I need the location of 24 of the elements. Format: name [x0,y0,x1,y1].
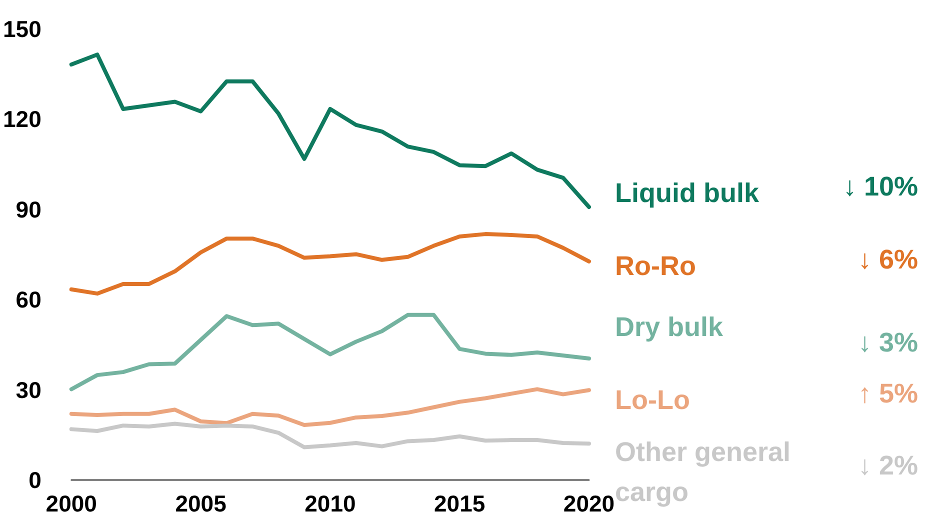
line-series [69,422,591,450]
series-label: Ro-Ro [615,251,696,281]
y-tick-label: 90 [16,196,42,222]
line-series [69,52,591,209]
y-tick-label: 60 [16,286,42,313]
line-series [69,387,591,427]
series-label: Lo-Lo [615,385,690,415]
x-tick-label: 2000 [46,490,97,516]
line-series [69,232,591,296]
y-tick-label: 150 [3,16,42,42]
y-tick-label: 0 [28,467,42,493]
y-tick-label: 120 [3,106,42,132]
series-label: Liquid bulk [615,178,760,208]
text: ↓ 10% [842,172,918,202]
x-tick-label: 2005 [175,490,227,516]
text: ↑ 5% [858,378,918,408]
line-series [69,312,591,392]
x-tick-label: 2010 [304,490,356,516]
x-tick-label: 2015 [434,490,486,516]
text: ↓ 6% [858,244,918,274]
series-label: Dry bulk [615,312,724,342]
x-tick-label: 2020 [563,490,615,516]
text: ↓ 3% [858,328,918,358]
y-tick-label: 30 [16,376,42,403]
